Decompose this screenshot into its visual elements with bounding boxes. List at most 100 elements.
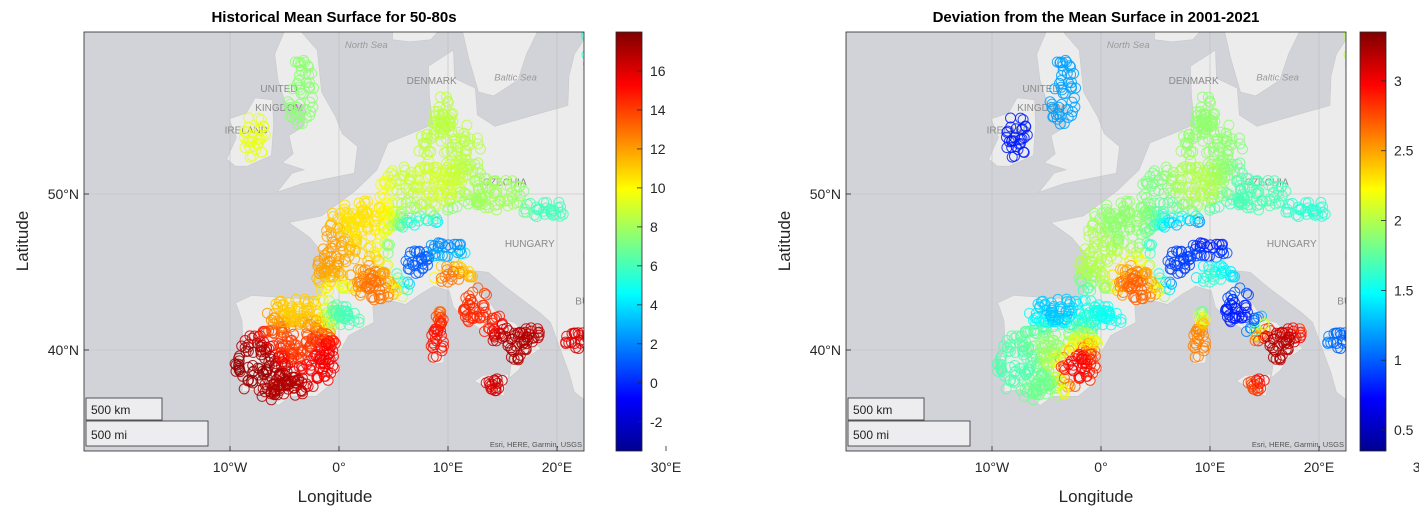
data-point bbox=[599, 331, 609, 341]
data-point bbox=[603, 64, 613, 74]
data-point bbox=[607, 86, 617, 96]
data-point bbox=[1366, 0, 1376, 2]
data-point bbox=[586, 38, 596, 48]
data-point bbox=[597, 330, 607, 340]
data-point bbox=[1355, 22, 1365, 32]
x-tick-label: 0° bbox=[1094, 459, 1107, 475]
data-point bbox=[590, 16, 600, 26]
data-point bbox=[604, 327, 614, 337]
right-scale-mi: 500 mi bbox=[853, 428, 889, 442]
map-label-hungary: HUNGARY bbox=[505, 239, 555, 250]
data-point bbox=[590, 341, 600, 351]
data-point bbox=[1389, 0, 1399, 3]
data-point bbox=[594, 326, 604, 336]
data-point bbox=[1372, 4, 1382, 14]
left-ylabel: Latitude bbox=[13, 211, 32, 272]
data-point bbox=[585, 332, 595, 342]
data-point bbox=[1365, 14, 1375, 24]
data-point bbox=[629, 0, 639, 1]
data-point bbox=[593, 22, 603, 32]
data-point bbox=[588, 337, 598, 347]
data-point bbox=[1390, 41, 1400, 51]
data-point bbox=[1346, 2, 1356, 12]
data-point bbox=[1391, 0, 1401, 4]
data-point bbox=[595, 334, 605, 344]
data-point bbox=[624, 15, 634, 25]
data-point bbox=[588, 56, 598, 66]
data-point bbox=[1389, 32, 1399, 42]
data-point bbox=[1370, 20, 1380, 30]
data-point bbox=[584, 16, 594, 26]
data-point bbox=[594, 25, 604, 35]
map-label-denmark: DENMARK bbox=[1169, 76, 1219, 87]
data-point bbox=[588, 67, 598, 77]
data-point bbox=[616, 0, 626, 2]
data-point bbox=[592, 0, 602, 7]
colorbar-tick-label: 4 bbox=[650, 297, 658, 313]
data-point bbox=[1386, 61, 1396, 71]
left-scale-km: 500 km bbox=[91, 403, 130, 417]
y-tick-label: 50°N bbox=[810, 186, 841, 202]
data-point bbox=[1350, 58, 1360, 68]
data-point bbox=[598, 53, 608, 63]
data-point bbox=[597, 333, 607, 343]
data-point bbox=[626, 16, 636, 26]
data-point bbox=[600, 324, 610, 334]
x-tick-label: 20°E bbox=[1304, 459, 1335, 475]
data-point bbox=[592, 330, 602, 340]
colorbar-tick-label: 14 bbox=[650, 102, 666, 118]
data-point bbox=[591, 337, 601, 347]
x-tick-label: 30°E bbox=[651, 459, 682, 475]
data-point bbox=[1347, 332, 1357, 342]
data-point bbox=[588, 62, 598, 72]
data-point bbox=[584, 64, 594, 74]
data-point bbox=[1371, 0, 1381, 5]
data-point bbox=[1346, 16, 1356, 26]
data-point bbox=[1385, 13, 1395, 23]
data-point bbox=[591, 5, 601, 15]
data-point bbox=[1386, 15, 1396, 25]
data-point bbox=[610, 4, 620, 14]
data-point bbox=[1376, 3, 1386, 13]
data-point bbox=[605, 0, 615, 1]
data-point bbox=[1390, 46, 1400, 56]
x-tick-label: 30°E bbox=[1413, 459, 1419, 475]
right-scale-km: 500 km bbox=[853, 403, 892, 417]
left-map-panel: Historical Mean Surface for 50-80s UNITE… bbox=[13, 0, 693, 506]
data-point bbox=[623, 13, 633, 23]
map-label-hungary: HUNGARY bbox=[1267, 239, 1317, 250]
data-point bbox=[627, 8, 637, 18]
data-point bbox=[603, 14, 613, 24]
data-point bbox=[594, 331, 604, 341]
data-point bbox=[1350, 343, 1360, 353]
data-point bbox=[1374, 17, 1384, 27]
sea-label: North Sea bbox=[345, 40, 388, 51]
data-point bbox=[595, 0, 605, 1]
data-point bbox=[588, 343, 598, 353]
x-tick-label: 10°W bbox=[213, 459, 248, 475]
data-point bbox=[1349, 329, 1359, 339]
data-point bbox=[594, 63, 604, 73]
data-point bbox=[604, 338, 614, 348]
data-point bbox=[601, 63, 611, 73]
data-point bbox=[583, 331, 593, 341]
data-point bbox=[589, 26, 599, 36]
data-point bbox=[596, 1, 606, 11]
data-point bbox=[1346, 64, 1356, 74]
colorbar-tick-label: 0.5 bbox=[1394, 422, 1414, 438]
data-point bbox=[1353, 5, 1363, 15]
right-colorbar bbox=[1360, 32, 1386, 451]
sea-label: Baltic Sea bbox=[494, 72, 537, 83]
data-point bbox=[604, 0, 614, 2]
data-point bbox=[621, 1, 631, 11]
data-point bbox=[601, 11, 611, 21]
data-point bbox=[1387, 33, 1397, 43]
data-point bbox=[599, 34, 609, 44]
colorbar-tick-label: 2 bbox=[1394, 213, 1402, 229]
colorbar-tick-label: 8 bbox=[650, 219, 658, 235]
data-point bbox=[1350, 338, 1360, 348]
data-point bbox=[1389, 8, 1399, 18]
data-point bbox=[1346, 333, 1356, 343]
data-point bbox=[597, 17, 607, 27]
